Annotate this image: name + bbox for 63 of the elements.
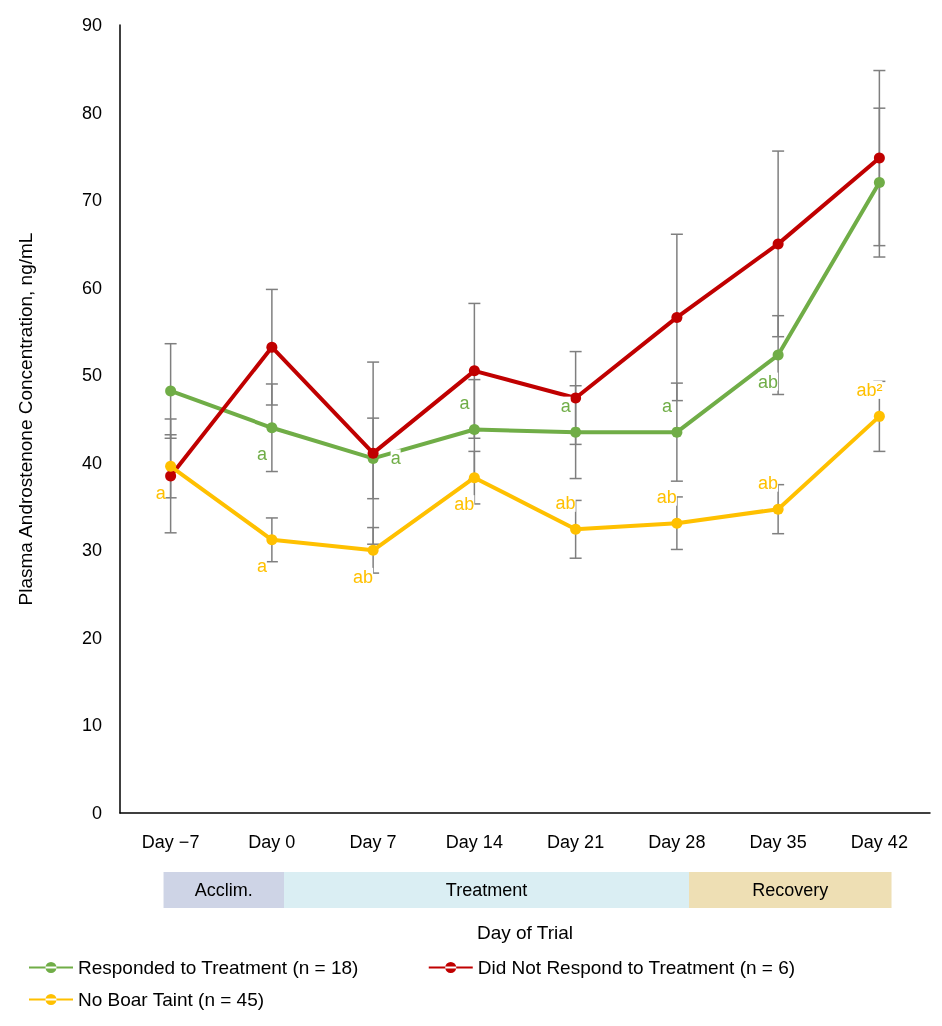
y-tick-label: 80 <box>81 102 102 123</box>
point <box>165 460 177 472</box>
y-tick-label: 10 <box>81 715 102 736</box>
point <box>367 447 379 459</box>
point <box>165 470 177 482</box>
y-tick-label: 40 <box>81 452 102 473</box>
data-label: a <box>155 482 167 503</box>
y-tick-label: 0 <box>91 803 102 823</box>
data-label: ab <box>758 371 779 392</box>
y-axis-title: Plasma Androstenone Concentration, ng/mL <box>15 232 36 606</box>
data-label: ab <box>555 492 576 513</box>
legend-label: Did Not Respond to Treatment (n = 6) <box>477 957 796 978</box>
x-tick-label: Day 0 <box>248 832 296 852</box>
x-tick-label: Day 42 <box>850 832 908 852</box>
point <box>772 238 784 250</box>
point <box>570 523 582 535</box>
x-tick-label: Day −7 <box>141 832 200 852</box>
point <box>772 349 784 361</box>
data-label: ab² <box>856 379 883 400</box>
x-tick-label: Day 14 <box>445 832 503 852</box>
x-tick-label: Day 21 <box>547 832 605 852</box>
x-tick-label: Day 28 <box>648 832 706 852</box>
point <box>570 426 582 438</box>
data-label: a <box>661 395 673 416</box>
y-tick-label: 90 <box>81 15 102 35</box>
data-label: a <box>390 448 402 469</box>
x-axis-title: Day of Trial <box>476 922 574 943</box>
data-label: a <box>459 393 471 414</box>
y-tick-label: 30 <box>81 540 102 561</box>
point <box>671 426 683 438</box>
point <box>570 392 582 404</box>
text: Treatment <box>445 880 528 900</box>
point <box>266 534 278 546</box>
legend-label: Responded to Treatment (n = 18) <box>78 957 359 978</box>
point <box>671 311 683 323</box>
data-label: ab <box>758 472 779 493</box>
point <box>266 341 278 353</box>
point <box>671 517 683 529</box>
data-label: ab <box>353 566 374 587</box>
point <box>873 152 885 164</box>
point <box>873 177 885 189</box>
point <box>468 365 480 377</box>
y-tick-label: 20 <box>81 627 102 648</box>
point <box>772 503 784 515</box>
point <box>468 472 480 484</box>
point <box>468 424 480 435</box>
data-label: a <box>256 444 268 465</box>
point <box>165 385 177 397</box>
point <box>266 422 278 434</box>
text: Recovery <box>752 880 829 900</box>
y-tick-label: 70 <box>81 190 102 211</box>
text: Acclim. <box>194 880 253 900</box>
y-tick-label: 60 <box>81 277 102 298</box>
y-tick-label: 50 <box>81 365 102 386</box>
point <box>873 410 885 422</box>
x-tick-label: Day 7 <box>349 832 397 852</box>
point <box>367 544 379 556</box>
x-tick-label: Day 35 <box>749 832 807 852</box>
data-label: a <box>256 556 268 577</box>
legend-label: No Boar Taint (n = 45) <box>78 989 265 1010</box>
data-label: a <box>560 395 572 416</box>
data-label: ab <box>656 486 677 507</box>
data-label: ab <box>454 494 475 515</box>
